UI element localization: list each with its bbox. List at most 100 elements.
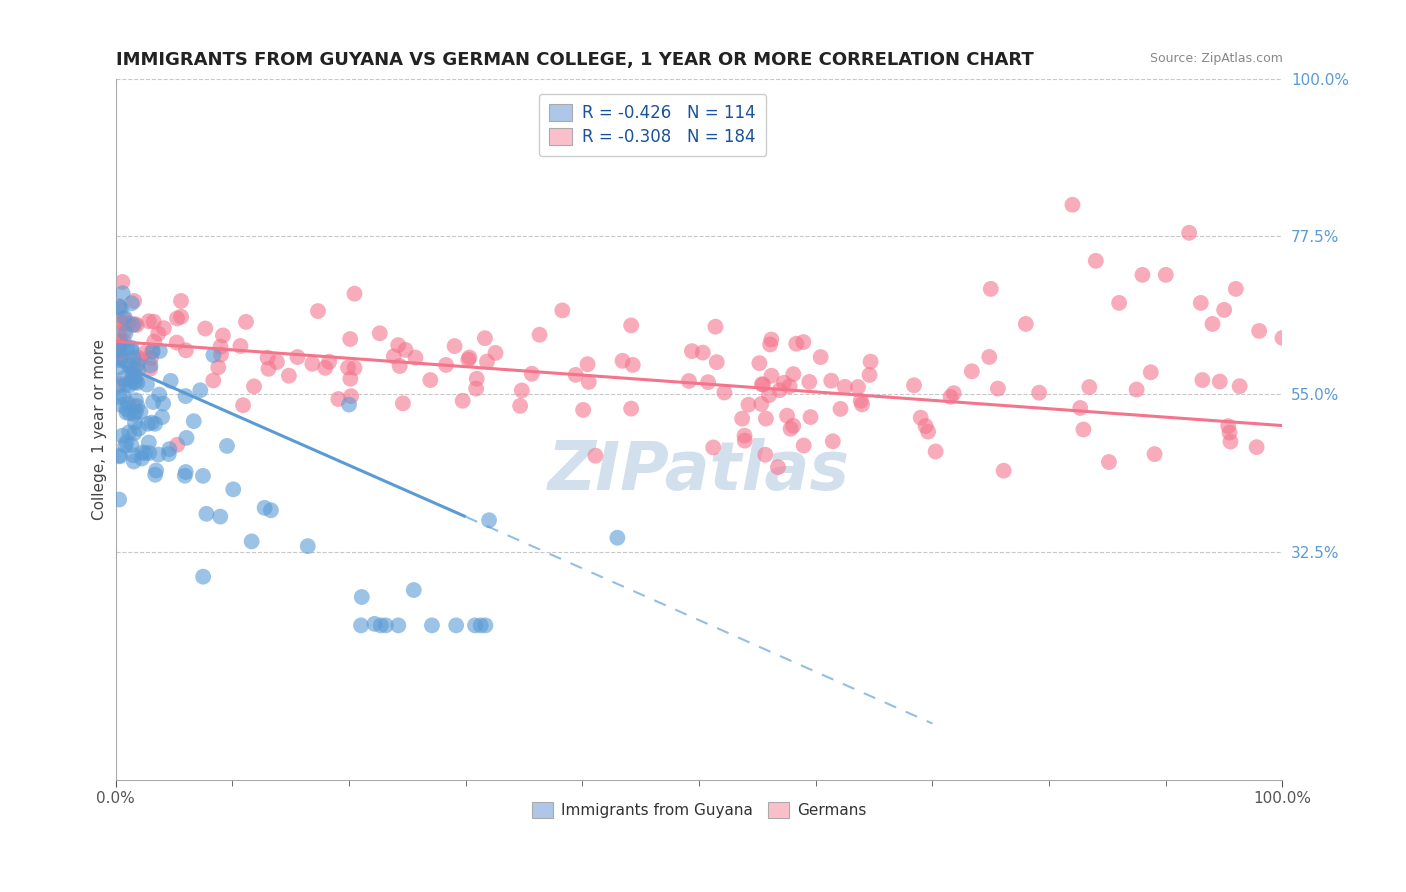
Point <box>510 384 533 398</box>
Point <box>755 411 778 425</box>
Point <box>702 441 724 455</box>
Point <box>350 618 373 632</box>
Point <box>509 399 531 413</box>
Point <box>118 406 141 420</box>
Point <box>114 326 136 340</box>
Point <box>166 311 188 326</box>
Point <box>903 378 925 392</box>
Point <box>183 414 205 428</box>
Point <box>830 401 852 416</box>
Point <box>1028 385 1050 400</box>
Point <box>120 438 142 452</box>
Point <box>108 360 131 375</box>
Point <box>910 410 932 425</box>
Point <box>434 358 457 372</box>
Point <box>108 353 131 368</box>
Point <box>761 333 783 347</box>
Point <box>769 383 792 397</box>
Point <box>243 379 266 393</box>
Point <box>122 454 145 468</box>
Point <box>174 465 197 479</box>
Point <box>849 393 872 408</box>
Point <box>145 463 167 477</box>
Point <box>520 367 543 381</box>
Point <box>215 439 238 453</box>
Point <box>942 386 965 401</box>
Point <box>124 317 146 331</box>
Point <box>257 361 280 376</box>
Point <box>1108 296 1130 310</box>
Point <box>112 311 135 326</box>
Point <box>124 375 146 389</box>
Point <box>143 467 166 482</box>
Point <box>464 618 486 632</box>
Point <box>153 321 176 335</box>
Point <box>779 379 801 393</box>
Point <box>859 354 882 368</box>
Point <box>174 389 197 403</box>
Point <box>706 355 728 369</box>
Point <box>1213 302 1236 317</box>
Y-axis label: College, 1 year or more: College, 1 year or more <box>93 339 107 519</box>
Point <box>858 368 880 382</box>
Point <box>761 368 783 383</box>
Point <box>121 362 143 376</box>
Point <box>314 360 336 375</box>
Point <box>810 350 832 364</box>
Point <box>387 338 409 352</box>
Point <box>174 343 197 358</box>
Point <box>111 428 134 442</box>
Point <box>307 304 329 318</box>
Point <box>606 531 628 545</box>
Point <box>114 438 136 452</box>
Point <box>122 448 145 462</box>
Point <box>142 315 165 329</box>
Point <box>240 534 263 549</box>
Point <box>529 327 551 342</box>
Point <box>108 376 131 391</box>
Point <box>1098 455 1121 469</box>
Point <box>1154 268 1177 282</box>
Point <box>1015 317 1038 331</box>
Point <box>253 500 276 515</box>
Point <box>465 372 488 386</box>
Point <box>115 435 138 450</box>
Point <box>1191 373 1213 387</box>
Point <box>759 337 782 351</box>
Point <box>202 374 225 388</box>
Point <box>370 618 392 632</box>
Point <box>229 339 252 353</box>
Point <box>122 351 145 365</box>
Point <box>108 334 131 349</box>
Point <box>117 396 139 410</box>
Point <box>782 367 804 381</box>
Point <box>748 356 770 370</box>
Point <box>111 286 134 301</box>
Point <box>339 372 361 386</box>
Point <box>470 618 492 632</box>
Point <box>125 369 148 384</box>
Point <box>578 375 600 389</box>
Point <box>108 334 131 349</box>
Point <box>420 618 443 632</box>
Point <box>799 410 821 425</box>
Point <box>1218 419 1240 434</box>
Point <box>139 359 162 373</box>
Point <box>343 286 366 301</box>
Point <box>212 328 235 343</box>
Point <box>108 326 131 340</box>
Point <box>115 341 138 355</box>
Point <box>170 310 193 324</box>
Point <box>851 397 873 411</box>
Point <box>191 468 214 483</box>
Point <box>484 346 506 360</box>
Point <box>394 343 416 357</box>
Point <box>392 396 415 410</box>
Point <box>122 293 145 308</box>
Point <box>108 379 131 393</box>
Point <box>202 348 225 362</box>
Point <box>374 618 396 632</box>
Point <box>139 361 162 376</box>
Point <box>754 448 776 462</box>
Point <box>363 616 385 631</box>
